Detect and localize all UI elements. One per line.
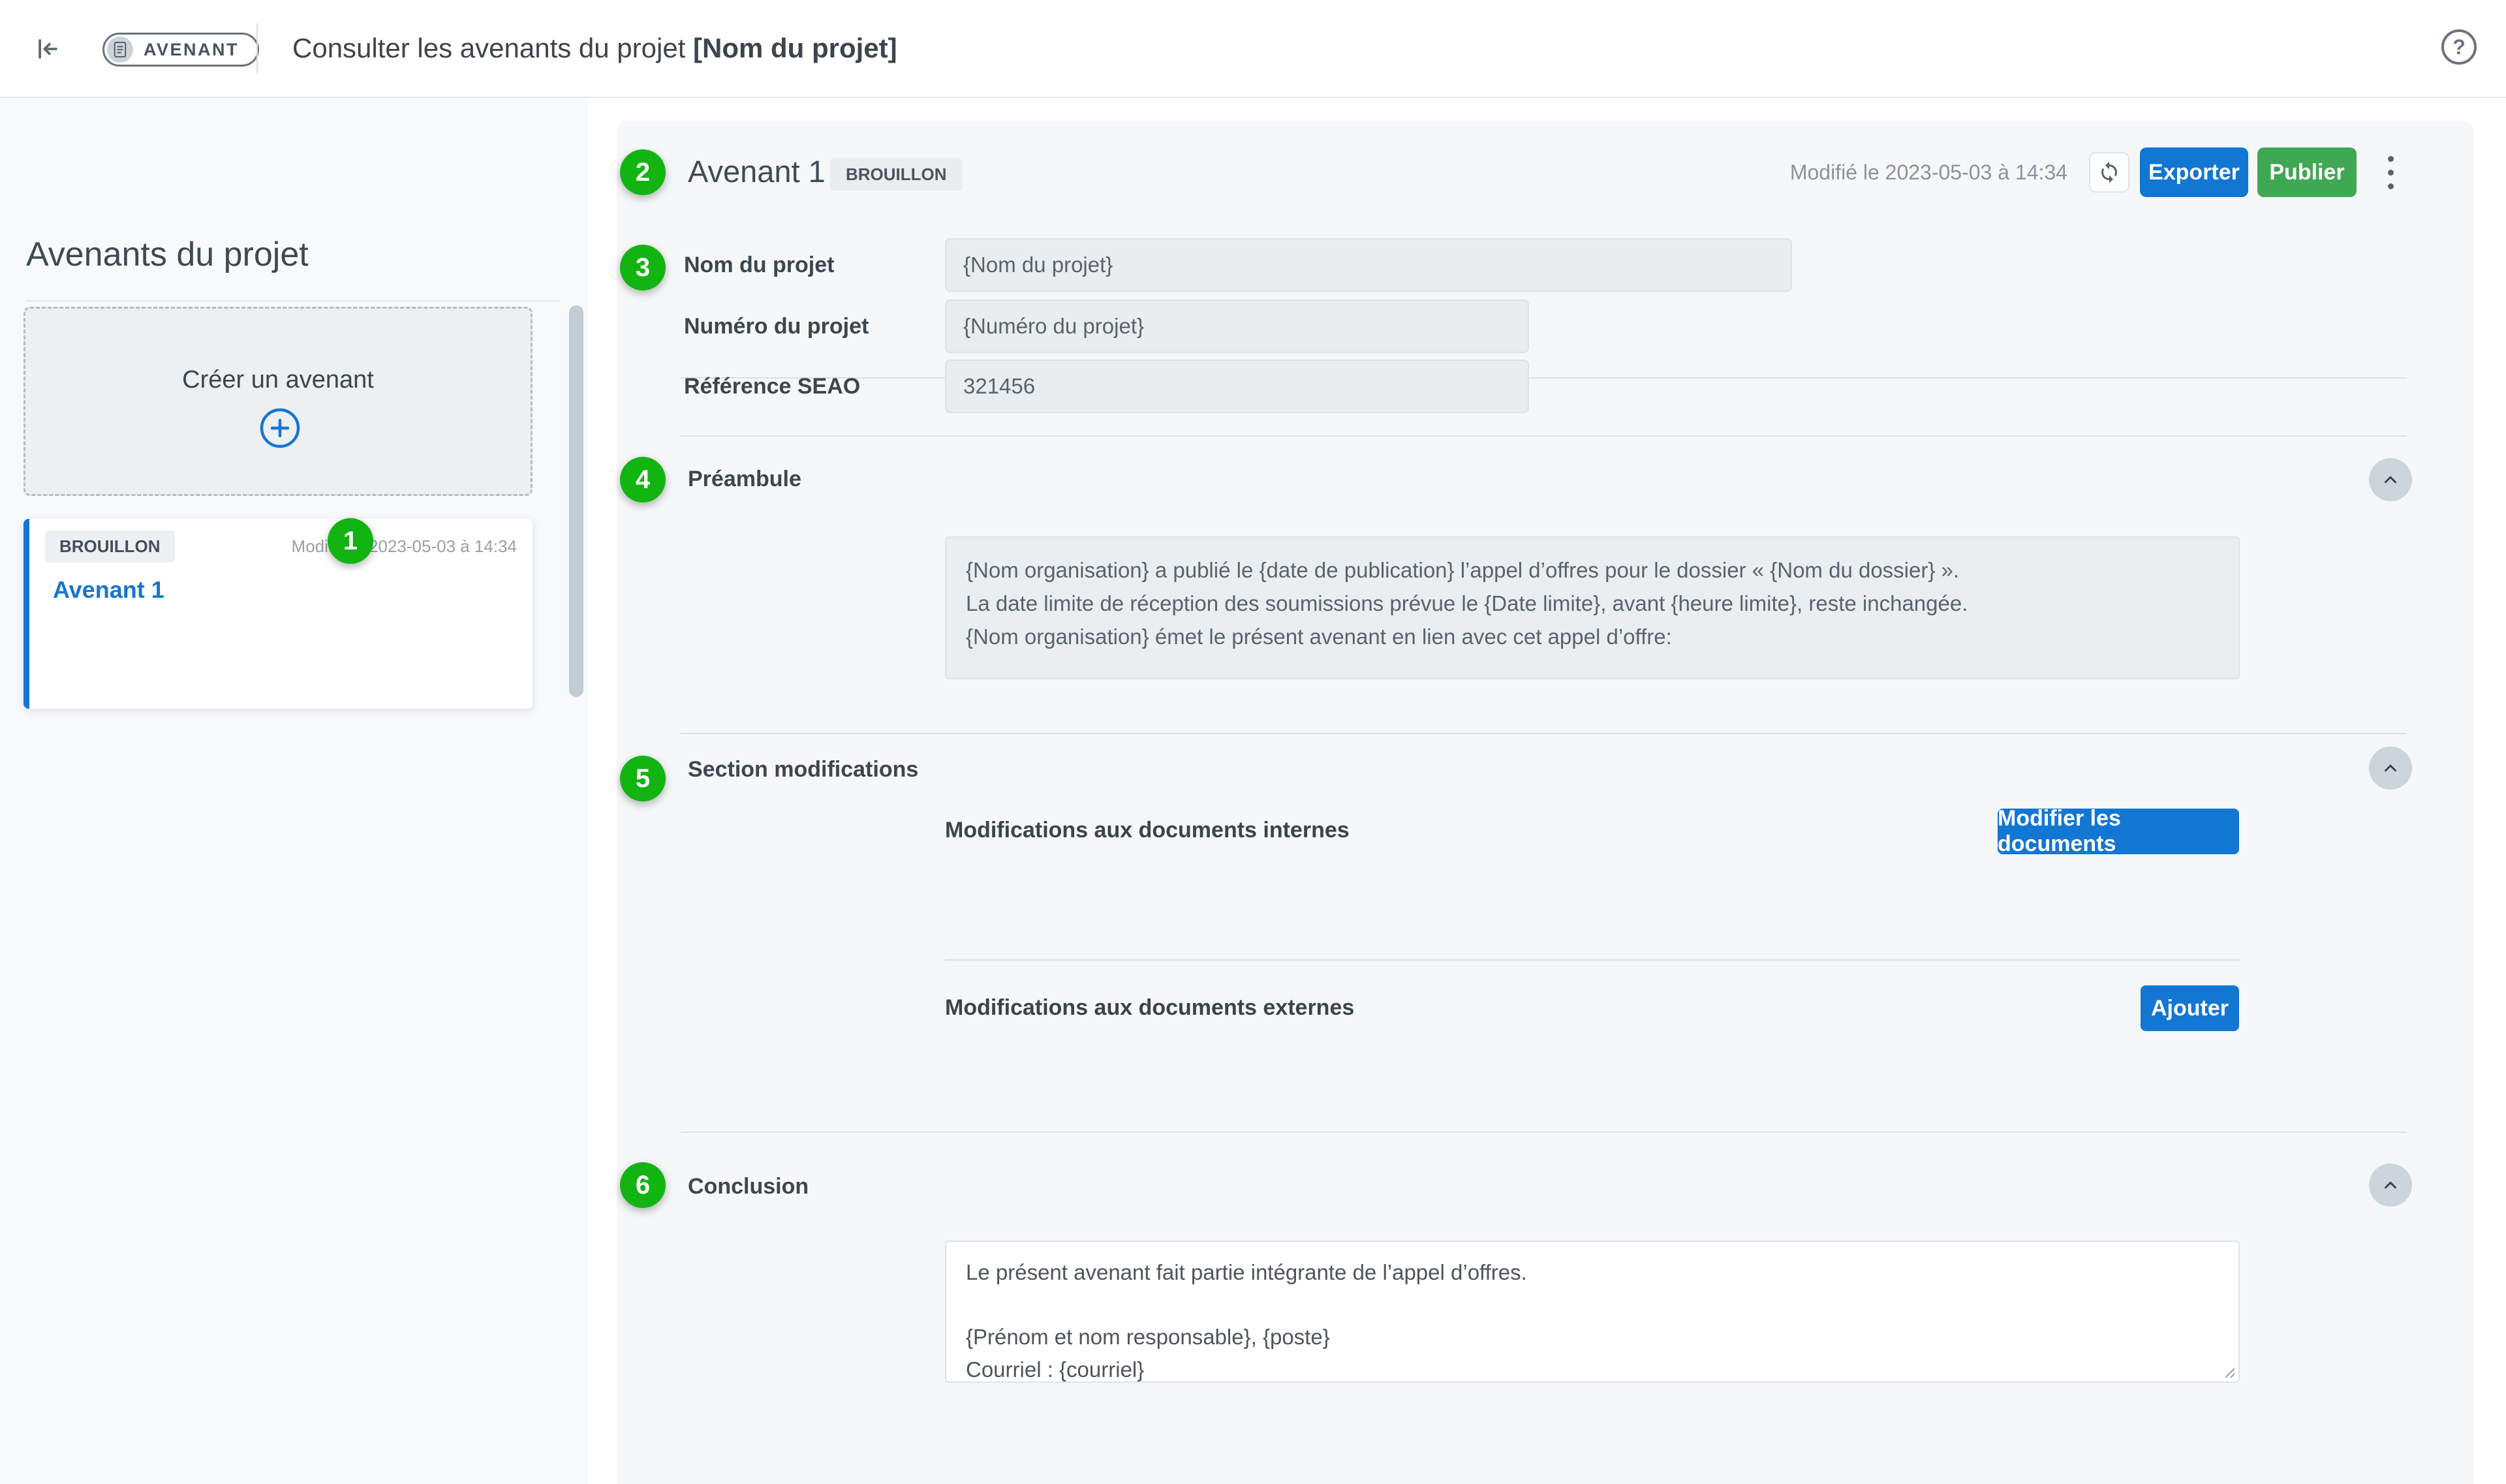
- sync-icon: [2101, 161, 2117, 183]
- help-button[interactable]: ?: [2441, 29, 2477, 65]
- field-label-numero: Numéro du projet: [684, 314, 869, 339]
- plus-circle-icon[interactable]: [258, 407, 302, 450]
- export-button-label: Exporter: [2148, 159, 2240, 185]
- more-options-button[interactable]: [2376, 152, 2405, 193]
- preamble-textarea: {Nom organisation} a publié le {date de …: [945, 536, 2240, 679]
- topbar-separator: [256, 23, 258, 73]
- annotation-marker-3: 3: [620, 245, 666, 290]
- page-title-prefix: Consulter les avenants du projet: [292, 33, 694, 63]
- question-mark-icon: ?: [2452, 35, 2466, 59]
- internal-docs-label: Modifications aux documents internes: [945, 818, 1350, 842]
- top-bar: AVENANT Consulter les avenants du projet…: [0, 0, 2506, 98]
- field-input-numero: {Numéro du projet}: [945, 300, 1529, 353]
- collapse-modifications-button[interactable]: [2369, 747, 2412, 790]
- annotation-marker-4: 4: [620, 457, 666, 502]
- modify-documents-button[interactable]: Modifier les documents: [1998, 806, 2239, 856]
- avenant-link[interactable]: Avenant 1: [53, 576, 164, 603]
- conclusion-textarea[interactable]: Le présent avenant fait partie intégrant…: [945, 1241, 2240, 1383]
- divider: [681, 1132, 2407, 1133]
- collapse-left-icon: [39, 39, 57, 59]
- page-title-project-name: [Nom du projet]: [693, 33, 897, 63]
- add-button-label: Ajouter: [2151, 995, 2229, 1021]
- sidebar-scrollbar-thumb[interactable]: [569, 305, 583, 697]
- chevron-up-icon: [2385, 1181, 2396, 1189]
- collapse-preambule-button[interactable]: [2369, 458, 2412, 501]
- avenant-modified-date: Modifié le 2023-05-03 à 14:34: [1789, 160, 2067, 184]
- annotation-marker-5: 5: [620, 756, 666, 801]
- create-avenant-label: Créer un avenant: [182, 366, 374, 394]
- divider: [681, 377, 2407, 379]
- avenant-status-badge: BROUILLON: [830, 159, 963, 191]
- publish-button-label: Publier: [2269, 159, 2345, 185]
- divider: [681, 733, 2407, 734]
- annotation-marker-6: 6: [620, 1162, 666, 1208]
- modify-documents-button-label: Modifier les documents: [1998, 806, 2121, 856]
- annotation-marker-2: 2: [620, 149, 666, 195]
- publish-button[interactable]: Publier: [2257, 147, 2357, 197]
- chevron-up-icon: [2385, 764, 2396, 772]
- sidebar-title: Avenants du projet: [26, 236, 309, 273]
- sidebar-divider: [26, 300, 561, 301]
- external-docs-label: Modifications aux documents externes: [945, 995, 1355, 1020]
- sidebar-avenants: Avenants du projet Créer un avenant BROU…: [0, 97, 587, 1484]
- section-title-preambule: Préambule: [688, 467, 801, 491]
- field-label-nom: Nom du projet: [684, 253, 835, 277]
- divider: [681, 435, 2407, 437]
- collapse-conclusion-button[interactable]: [2369, 1164, 2412, 1207]
- sub-divider: [945, 959, 2240, 961]
- export-button[interactable]: Exporter: [2140, 147, 2248, 197]
- refresh-button[interactable]: [2089, 152, 2129, 193]
- field-input-nom: {Nom du projet}: [945, 238, 1792, 292]
- document-icon: [107, 37, 133, 63]
- avenant-detail-card: Avenant 1 BROUILLON Modifié le 2023-05-0…: [617, 121, 2473, 1484]
- add-external-doc-button[interactable]: Ajouter: [2141, 985, 2239, 1031]
- page-title: Consulter les avenants du projet [Nom du…: [292, 0, 897, 97]
- field-label-seao: Référence SEAO: [684, 374, 861, 399]
- collapse-sidebar-button[interactable]: [33, 34, 63, 64]
- module-badge-avenant[interactable]: AVENANT: [102, 33, 260, 67]
- module-badge-label: AVENANT: [144, 39, 240, 59]
- avenant-list-item[interactable]: BROUILLON Modifié le 2023-05-03 à 14:34 …: [23, 519, 533, 709]
- chevron-up-icon: [2385, 476, 2396, 484]
- resize-grip-icon[interactable]: [2218, 1361, 2236, 1379]
- avenant-title: Avenant 1: [688, 154, 826, 189]
- field-input-seao: 321456: [945, 360, 1529, 413]
- section-title-conclusion: Conclusion: [688, 1174, 809, 1199]
- section-title-modifications: Section modifications: [688, 757, 919, 782]
- annotation-marker-1: 1: [328, 518, 373, 564]
- item-status-badge: BROUILLON: [45, 531, 175, 563]
- item-modified-date: Modifié le 2023-05-03 à 14:34: [291, 536, 517, 556]
- create-avenant-card[interactable]: Créer un avenant: [23, 307, 533, 496]
